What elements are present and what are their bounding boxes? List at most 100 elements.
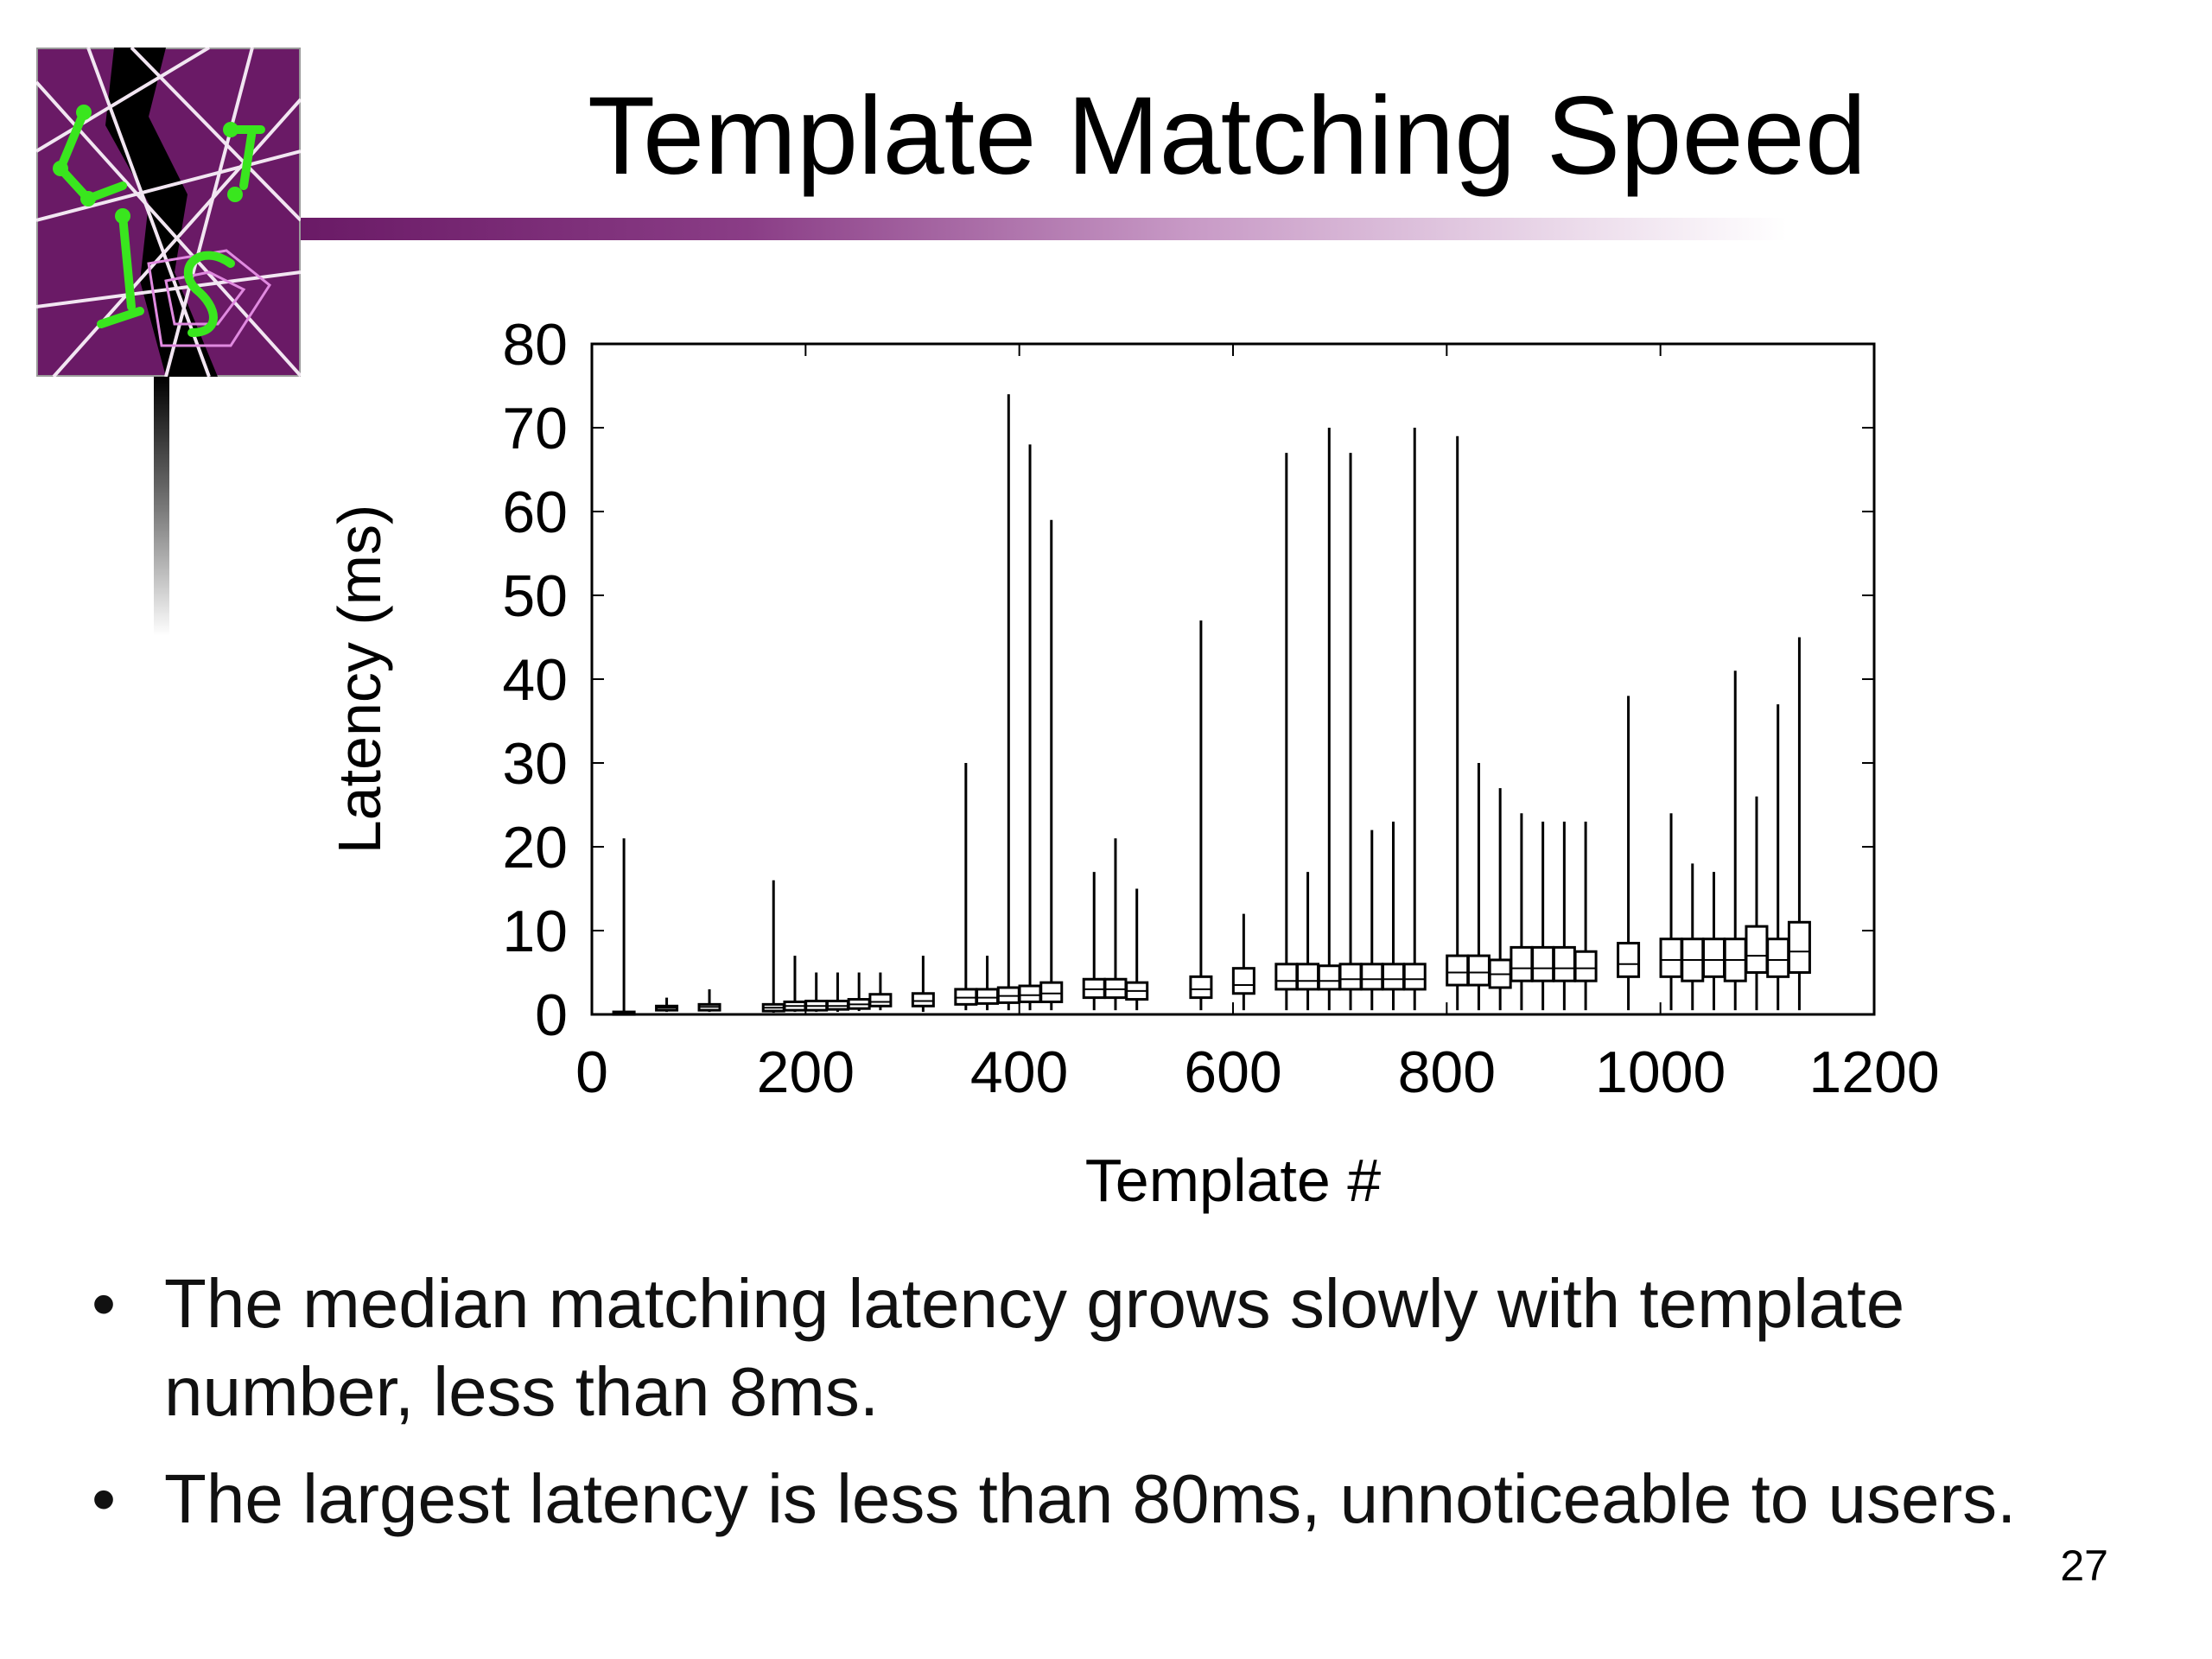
box-iqr — [1039, 981, 1064, 1003]
y-axis-label: Latency (ms) — [326, 505, 393, 855]
box-item — [655, 997, 679, 1013]
box-item — [804, 972, 829, 1013]
box-item — [761, 880, 785, 1014]
y-tick-label: 60 — [502, 480, 568, 545]
box-iqr — [911, 992, 935, 1007]
box-iqr — [1702, 938, 1726, 978]
box-iqr — [1231, 967, 1255, 995]
box-item — [1274, 453, 1299, 1011]
box-item — [1531, 821, 1555, 1011]
page-number: 27 — [2060, 1541, 2108, 1590]
box-iqr — [1659, 938, 1683, 978]
y-tick-label: 70 — [502, 396, 568, 461]
box-item — [1466, 763, 1491, 1011]
box-iqr — [1466, 954, 1491, 987]
box-item — [1082, 872, 1106, 1011]
box-item — [1573, 821, 1598, 1011]
bullet-glyph: • — [91, 1460, 116, 1537]
x-axis-label: Template # — [1085, 1147, 1381, 1214]
box-item — [1723, 671, 1747, 1011]
box-item — [1125, 888, 1149, 1011]
box-item — [1745, 796, 1769, 1011]
title-underline-bar — [301, 218, 1787, 240]
box-iqr — [1189, 975, 1213, 1000]
box-iqr — [976, 988, 1000, 1005]
x-tick-label: 0 — [575, 1039, 608, 1105]
box-item — [1552, 821, 1576, 1011]
box-item — [1231, 913, 1255, 1011]
box-item — [1382, 821, 1405, 1011]
box-item — [1766, 704, 1790, 1011]
box-item — [1296, 872, 1320, 1011]
x-tick-label: 1200 — [1808, 1039, 1939, 1105]
box-item — [1659, 813, 1683, 1011]
box-item — [911, 956, 935, 1013]
box-item — [976, 956, 1000, 1011]
box-item — [996, 394, 1020, 1011]
box-iqr — [1317, 964, 1341, 991]
plot-frame — [590, 342, 1876, 1016]
x-tick-label: 800 — [1398, 1039, 1496, 1105]
bullet-glyph: • — [91, 1265, 116, 1342]
box-iqr — [868, 993, 893, 1007]
box-iqr — [1018, 984, 1042, 1003]
box-iqr — [1552, 945, 1576, 982]
box-item — [1446, 435, 1470, 1011]
bullet-text: The median matching latency grows slowly… — [164, 1265, 1905, 1430]
box-iqr — [1787, 920, 1811, 975]
box-item — [847, 972, 871, 1012]
y-tick-label: 0 — [535, 982, 568, 1048]
bullet-item: • The median matching latency grows slow… — [78, 1260, 2169, 1436]
box-iqr — [1573, 950, 1598, 982]
box-iqr — [1338, 963, 1363, 991]
box-item — [868, 972, 893, 1011]
box-iqr — [1274, 963, 1299, 991]
box-item — [1510, 813, 1534, 1011]
box-item — [1103, 838, 1128, 1011]
y-tick-label: 50 — [502, 563, 568, 629]
y-tick-label: 10 — [502, 899, 568, 964]
spiderweb-logo-icon — [36, 48, 301, 377]
box-item — [1360, 830, 1384, 1011]
box-item — [697, 988, 721, 1013]
box-iqr — [1531, 945, 1555, 982]
box-iqr — [1402, 963, 1427, 991]
box-item — [783, 956, 807, 1013]
y-tick-label: 30 — [502, 731, 568, 797]
box-item — [1402, 428, 1427, 1011]
box-iqr — [1510, 945, 1534, 982]
box-item — [1317, 428, 1341, 1011]
box-iqr — [1296, 963, 1320, 991]
x-tick-label: 400 — [970, 1039, 1068, 1105]
slide-title: Template Matching Speed — [588, 74, 1866, 198]
x-tick-label: 600 — [1184, 1039, 1281, 1105]
box-iqr — [1382, 963, 1405, 991]
box-iqr — [1617, 942, 1641, 978]
box-item — [954, 763, 978, 1011]
decorative-vertical-bar — [154, 377, 169, 636]
box-iqr — [1766, 938, 1790, 978]
box-iqr — [1446, 954, 1470, 987]
box-item — [1617, 696, 1641, 1011]
y-tick-label: 20 — [502, 815, 568, 880]
box-iqr — [1745, 925, 1769, 975]
box-iqr — [1360, 963, 1384, 991]
box-item — [612, 838, 636, 1016]
box-item — [1702, 872, 1726, 1011]
y-tick-label: 40 — [502, 647, 568, 713]
bullet-text: The largest latency is less than 80ms, u… — [164, 1460, 2017, 1537]
box-item — [1018, 444, 1042, 1011]
bullet-list: • The median matching latency grows slow… — [78, 1260, 2169, 1562]
box-item — [1488, 788, 1512, 1011]
box-item — [1787, 637, 1811, 1011]
box-item — [1039, 519, 1064, 1011]
x-tick-label: 1000 — [1595, 1039, 1726, 1105]
box-item — [825, 972, 849, 1013]
x-tick-label: 200 — [757, 1039, 855, 1105]
box-item — [1338, 453, 1363, 1011]
y-tick-label: 80 — [502, 312, 568, 378]
box-item — [1681, 863, 1705, 1011]
box-item — [1189, 620, 1213, 1011]
bullet-item: • The largest latency is less than 80ms,… — [78, 1455, 2169, 1543]
